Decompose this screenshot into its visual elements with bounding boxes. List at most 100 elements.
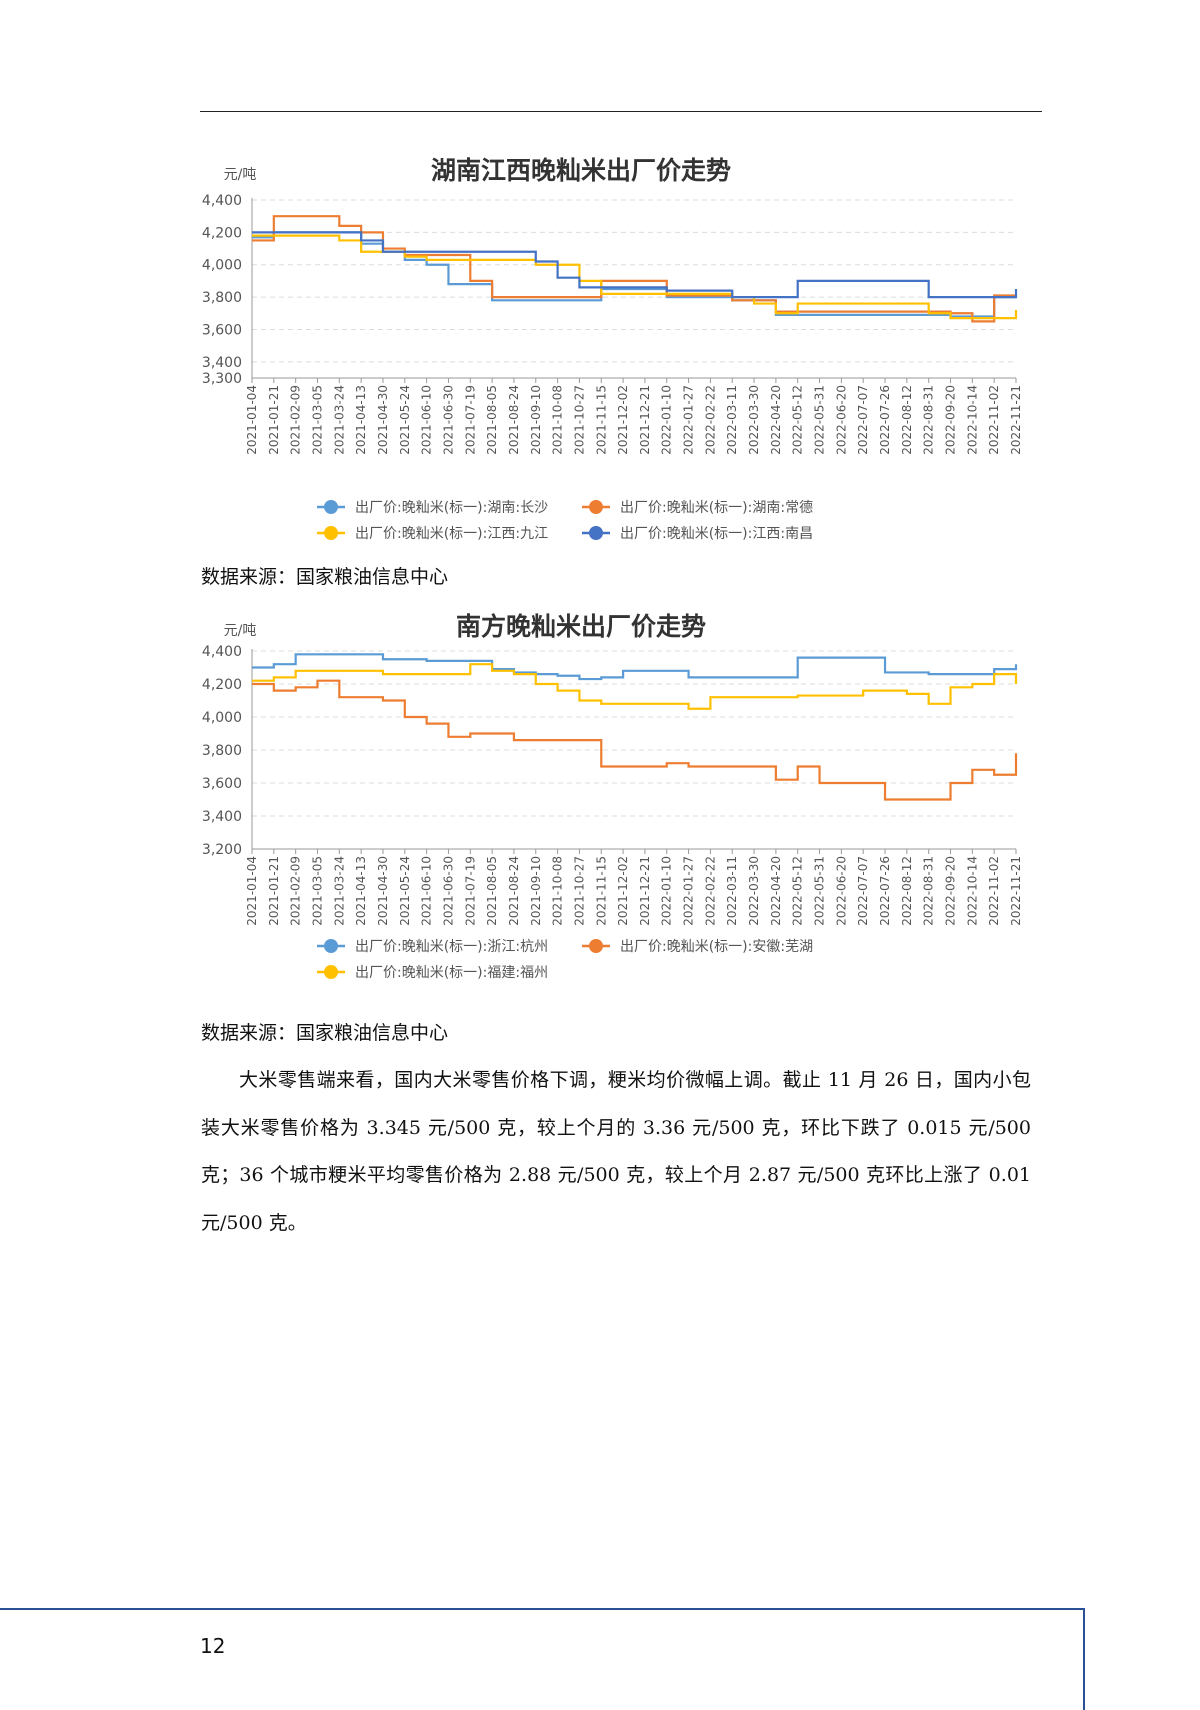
series-line xyxy=(252,234,1018,320)
y-tick-label: 3,300 xyxy=(202,371,242,387)
x-tick-label: 2022-06-20 xyxy=(834,385,848,455)
chart-title: 南方晚籼米出厂价走势 xyxy=(456,612,706,641)
x-tick-label: 2022-05-12 xyxy=(791,856,805,926)
x-tick-label: 2021-03-24 xyxy=(332,856,346,926)
x-tick-label: 2021-10-08 xyxy=(551,856,565,926)
x-tick-label: 2022-11-02 xyxy=(987,385,1001,455)
x-tick-label: 2022-07-26 xyxy=(878,385,892,455)
y-tick-label: 3,800 xyxy=(202,743,242,759)
x-tick-label: 2021-08-05 xyxy=(485,856,499,926)
x-tick-label: 2021-12-02 xyxy=(616,856,630,926)
x-tick-label: 2021-06-10 xyxy=(420,385,434,455)
x-tick-label: 2021-05-24 xyxy=(398,385,412,455)
y-axis-unit: 元/吨 xyxy=(224,167,257,183)
x-tick-label: 2021-03-24 xyxy=(332,385,346,455)
x-tick-label: 2021-01-04 xyxy=(245,385,259,455)
x-tick-label: 2021-10-27 xyxy=(572,385,586,455)
series-line xyxy=(252,215,1016,323)
x-tick-label: 2021-02-09 xyxy=(289,385,303,455)
legend-swatch-dot xyxy=(324,965,338,979)
x-tick-label: 2021-10-08 xyxy=(551,385,565,455)
y-axis-unit: 元/吨 xyxy=(224,623,257,639)
x-tick-label: 2021-07-19 xyxy=(463,856,477,926)
x-tick-label: 2022-01-10 xyxy=(660,856,674,926)
legend-swatch-dot xyxy=(589,500,603,514)
x-tick-label: 2021-08-05 xyxy=(485,385,499,455)
x-tick-label: 2022-08-31 xyxy=(922,385,936,455)
y-tick-label: 4,000 xyxy=(202,258,242,274)
x-tick-label: 2022-02-22 xyxy=(703,385,717,455)
y-tick-label: 3,800 xyxy=(202,290,242,306)
legend-label: 出厂价:晚籼米(标一):安徽:芜湖 xyxy=(620,938,813,955)
x-tick-label: 2021-11-15 xyxy=(594,856,608,926)
y-tick-label: 4,400 xyxy=(202,644,242,660)
legend-label: 出厂价:晚籼米(标一):湖南:长沙 xyxy=(355,500,548,516)
x-tick-label: 2022-05-12 xyxy=(791,385,805,455)
legend-label: 出厂价:晚籼米(标一):浙江:杭州 xyxy=(355,939,548,955)
y-tick-label: 3,200 xyxy=(202,842,242,858)
x-tick-label: 2022-09-20 xyxy=(944,856,958,926)
y-tick-label: 4,200 xyxy=(202,677,242,693)
legend-label: 出厂价:晚籼米(标一):湖南:常德 xyxy=(620,500,813,516)
x-tick-label: 2021-03-05 xyxy=(310,385,324,455)
x-tick-label: 2021-04-13 xyxy=(354,856,368,926)
x-tick-label: 2022-07-26 xyxy=(878,856,892,926)
footer-frame xyxy=(0,1608,1085,1710)
x-tick-label: 2021-11-15 xyxy=(594,385,608,455)
x-tick-label: 2022-04-20 xyxy=(769,385,783,455)
x-tick-label: 2021-09-10 xyxy=(529,385,543,455)
legend-swatch-dot xyxy=(589,939,603,953)
x-tick-label: 2021-12-21 xyxy=(638,856,652,926)
x-tick-label: 2021-07-19 xyxy=(463,385,477,455)
x-tick-label: 2021-03-05 xyxy=(310,856,324,926)
header-rule xyxy=(200,111,1042,112)
x-tick-label: 2022-01-27 xyxy=(682,385,696,455)
x-tick-label: 2022-01-10 xyxy=(660,385,674,455)
x-tick-label: 2021-01-21 xyxy=(267,856,281,926)
chart-svg-1: 湖南江西晚籼米出厂价走势 元/吨 4,400 4,200 4,000 3,800 3,6… xyxy=(202,156,1023,542)
x-tick-label: 2022-03-11 xyxy=(725,856,739,926)
legend-swatch-dot xyxy=(589,526,603,540)
y-tick-label: 4,000 xyxy=(202,710,242,726)
legend-label: 出厂价:晚籼米(标一):江西:南昌 xyxy=(620,526,813,542)
x-tick-label: 2022-08-12 xyxy=(900,385,914,455)
x-tick-label: 2022-07-07 xyxy=(856,856,870,926)
legend-swatch-dot xyxy=(324,526,338,540)
y-tick-label: 3,400 xyxy=(202,355,242,371)
y-tick-label: 3,600 xyxy=(202,776,242,792)
x-tick-label: 2021-06-30 xyxy=(441,385,455,455)
x-tick-label: 2021-01-21 xyxy=(267,385,281,455)
y-tick-label: 3,600 xyxy=(202,322,242,338)
x-tick-label: 2021-08-24 xyxy=(507,385,521,455)
x-tick-label: 2021-01-04 xyxy=(245,856,259,926)
x-tick-label: 2021-04-13 xyxy=(354,385,368,455)
x-tick-label: 2021-04-30 xyxy=(376,856,390,926)
x-tick-label: 2022-07-07 xyxy=(856,385,870,455)
page-number: 12 xyxy=(200,1634,226,1658)
x-tick-label: 2021-12-02 xyxy=(616,385,630,455)
x-tick-label: 2022-03-30 xyxy=(747,856,761,926)
x-tick-label: 2021-06-10 xyxy=(420,856,434,926)
x-tick-label: 2021-04-30 xyxy=(376,385,390,455)
legend-label: 出厂价:晚籼米(标一):江西:九江 xyxy=(355,526,548,542)
chart-southern: 南方晚籼米出厂价走势 元/吨 4,400 4,200 4,000 3,800 3,600… xyxy=(196,600,1036,1000)
x-tick-label: 2021-10-27 xyxy=(572,856,586,926)
x-tick-label: 2022-11-02 xyxy=(987,856,1001,926)
x-tick-label: 2022-09-20 xyxy=(944,385,958,455)
legend-label: 出厂价:晚籼米(标一):福建:福州 xyxy=(355,965,548,981)
chart-title: 湖南江西晚籼米出厂价走势 xyxy=(431,156,731,185)
y-tick-label: 3,400 xyxy=(202,809,242,825)
x-tick-label: 2022-04-20 xyxy=(769,856,783,926)
series-line xyxy=(252,231,1018,299)
x-tick-label: 2021-08-24 xyxy=(507,856,521,926)
x-tick-label: 2022-08-31 xyxy=(922,856,936,926)
x-tick-label: 2022-05-31 xyxy=(813,385,827,455)
x-tick-label: 2022-02-22 xyxy=(703,856,717,926)
chart-svg-2: 南方晚籼米出厂价走势 元/吨 4,400 4,200 4,000 3,800 3,600… xyxy=(202,612,1023,981)
x-tick-label: 2021-06-30 xyxy=(441,856,455,926)
x-tick-label: 2021-09-10 xyxy=(529,856,543,926)
body-paragraph: 大米零售端来看，国内大米零售价格下调，粳米均价微幅上调。截止 11 月 26 日… xyxy=(201,1069,1031,1234)
legend-swatch-dot xyxy=(324,939,338,953)
chart-hunan-jiangxi: 湖南江西晚籼米出厂价走势 元/吨 4,400 4,200 4,000 3,800 3,6… xyxy=(196,145,1036,555)
x-tick-label: 2022-11-21 xyxy=(1009,385,1023,455)
